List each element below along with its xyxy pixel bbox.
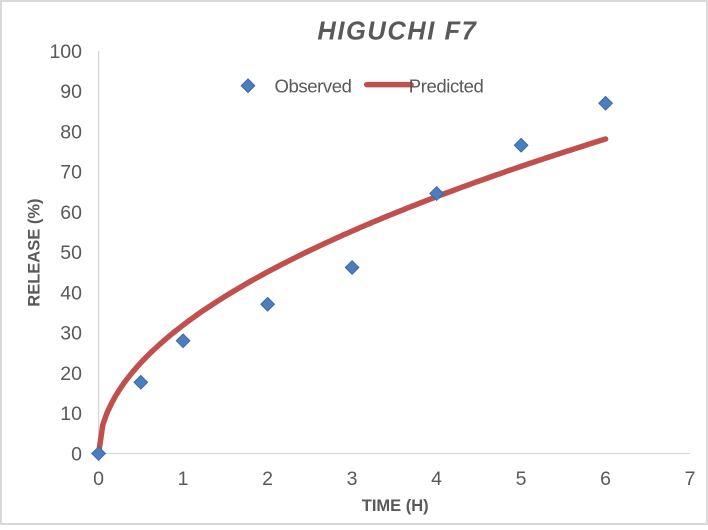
svg-text:20: 20 [60, 363, 82, 385]
svg-text:4: 4 [431, 468, 442, 490]
svg-text:80: 80 [60, 121, 82, 143]
svg-text:2: 2 [262, 468, 273, 490]
svg-text:TIME (H): TIME (H) [362, 497, 429, 515]
svg-text:0: 0 [93, 468, 104, 490]
svg-text:60: 60 [60, 202, 82, 224]
svg-text:Observed: Observed [275, 75, 352, 96]
svg-text:6: 6 [600, 468, 611, 490]
svg-text:RELEASE (%): RELEASE (%) [26, 199, 44, 307]
svg-text:0: 0 [71, 443, 82, 465]
svg-text:100: 100 [49, 41, 82, 63]
svg-text:Predicted: Predicted [409, 75, 484, 96]
svg-text:7: 7 [685, 468, 696, 490]
svg-text:30: 30 [60, 323, 82, 345]
svg-text:5: 5 [516, 468, 527, 490]
svg-text:1: 1 [178, 468, 189, 490]
svg-text:90: 90 [60, 81, 82, 103]
svg-text:10: 10 [60, 403, 82, 425]
svg-text:40: 40 [60, 282, 82, 304]
svg-text:50: 50 [60, 242, 82, 264]
svg-text:70: 70 [60, 162, 82, 184]
svg-text:3: 3 [347, 468, 358, 490]
svg-text:HIGUCHI F7: HIGUCHI F7 [317, 18, 477, 46]
